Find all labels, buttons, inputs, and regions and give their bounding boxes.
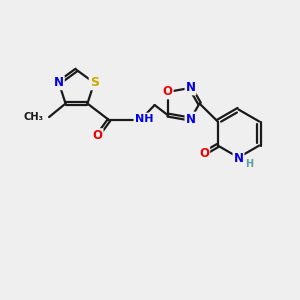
Text: N: N [54,76,64,89]
Text: O: O [199,147,209,160]
Text: NH: NH [134,113,153,124]
Text: N: N [185,112,196,126]
Text: N: N [233,152,244,165]
Text: O: O [163,85,173,98]
Text: O: O [93,129,103,142]
Text: CH₃: CH₃ [24,112,44,122]
Text: N: N [185,81,196,94]
Text: H: H [245,159,254,169]
Text: S: S [90,76,99,89]
